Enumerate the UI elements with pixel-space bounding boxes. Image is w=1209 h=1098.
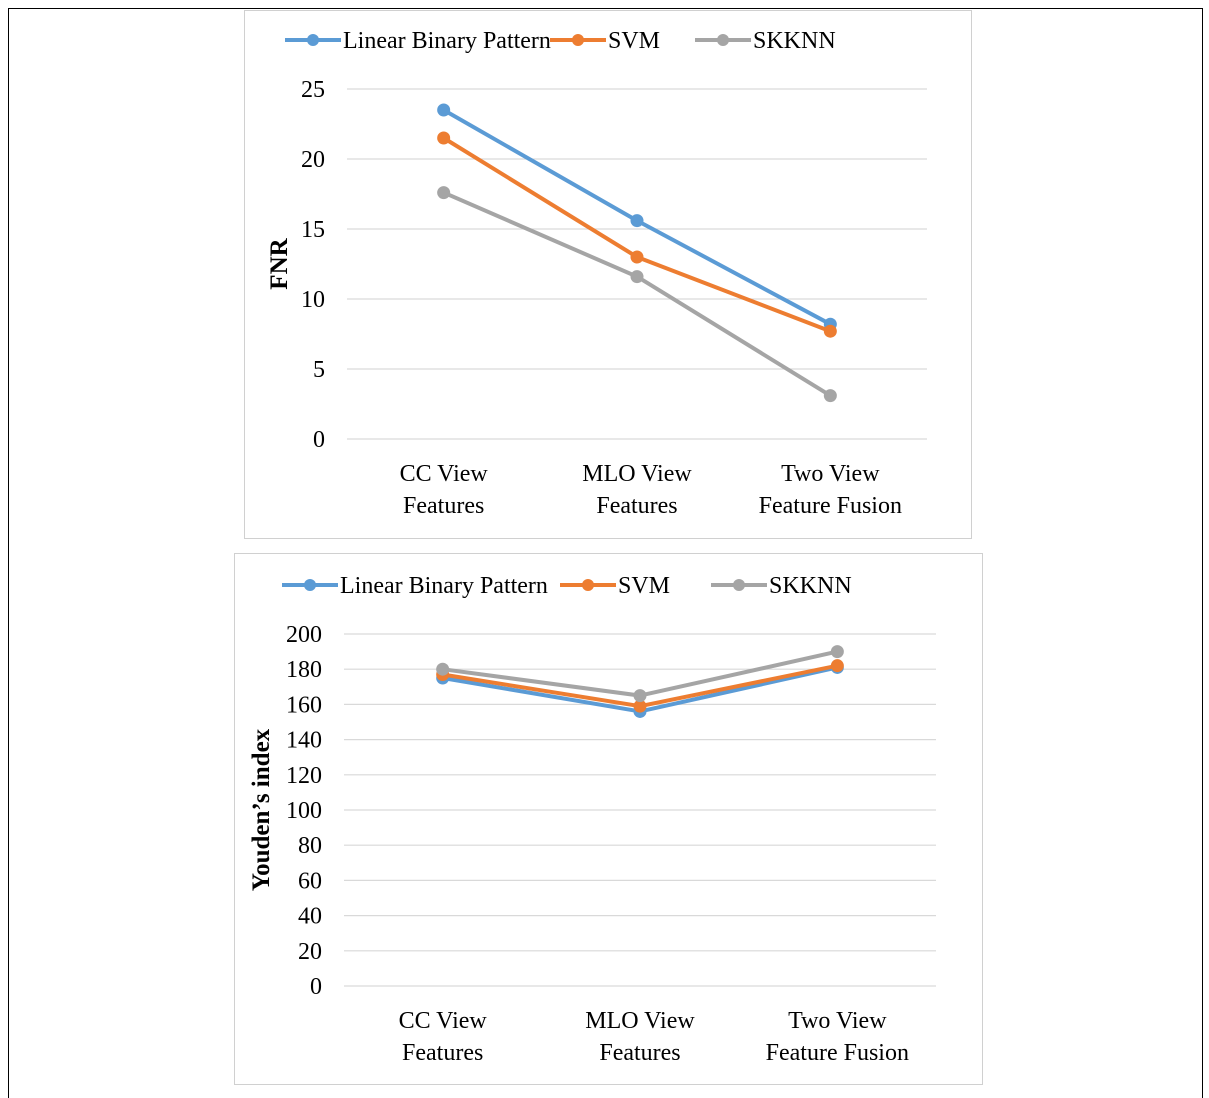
series-linear-binary-pattern (437, 103, 837, 331)
y-tick-label: 25 (301, 77, 325, 103)
data-point (630, 214, 644, 228)
x-tick-label: Two View (788, 1008, 887, 1034)
series-skknn (436, 645, 844, 703)
series-svm (436, 659, 844, 713)
data-point (823, 324, 837, 338)
x-tick-label: CC View (399, 1008, 488, 1034)
page-frame (8, 8, 1203, 1098)
data-point (830, 659, 844, 673)
fnr-chart: Linear Binary Pattern SVM SKKNN 0 5 10 15 20 25 F… (244, 10, 972, 539)
y-tick-label: 5 (313, 357, 325, 383)
y-tick-label: 20 (301, 147, 325, 173)
x-tick-label: Features (599, 1040, 680, 1066)
data-point (436, 662, 450, 676)
x-tick-label: Features (596, 493, 677, 519)
data-point (830, 645, 844, 659)
y-tick-label: 200 (286, 622, 322, 648)
y-axis-label: FNR (266, 237, 293, 289)
data-point (823, 389, 837, 403)
legend-marker (733, 579, 745, 591)
y-axis-label: Youden’s index (248, 728, 275, 891)
legend-marker (307, 34, 319, 46)
x-tick-label: Feature Fusion (759, 493, 902, 519)
fnr-chart-svg: Linear Binary Pattern SVM SKKNN 0 5 10 15 20 25 F… (266, 28, 927, 519)
data-point (630, 250, 644, 264)
y-tick-label: 10 (301, 287, 325, 313)
legend: Linear Binary Pattern SVM SKKNN (282, 573, 852, 599)
legend-marker (717, 34, 729, 46)
x-tick-label: Feature Fusion (766, 1040, 909, 1066)
series-svm (437, 131, 837, 338)
y-tick-label: 120 (286, 763, 322, 789)
legend-label: Linear Binary Pattern (343, 28, 551, 54)
data-point (630, 270, 644, 284)
legend-marker (304, 579, 316, 591)
y-tick-label: 0 (310, 974, 322, 1000)
x-tick-label: Features (403, 493, 484, 519)
x-tick-label: MLO View (582, 461, 692, 487)
y-tick-label: 15 (301, 217, 325, 243)
x-tick-label: MLO View (585, 1008, 695, 1034)
youden-chart: Linear Binary Pattern SVM SKKNN 0 20 40 60 80 10… (234, 553, 983, 1085)
y-tick-label: 140 (286, 728, 322, 754)
data-point (633, 699, 647, 713)
series-line (442, 136, 832, 334)
y-tick-label: 40 (298, 904, 322, 930)
series-skknn (437, 186, 837, 403)
legend-label: SKKNN (753, 28, 836, 54)
youden-chart-svg: Linear Binary Pattern SVM SKKNN 0 20 40 60 80 10… (248, 573, 936, 1066)
data-point (437, 186, 451, 200)
data-point (633, 689, 647, 703)
y-tick-label: 80 (298, 833, 322, 859)
x-tick-label: Features (402, 1040, 483, 1066)
legend-marker (572, 34, 584, 46)
y-tick-label: 100 (286, 798, 322, 824)
y-tick-label: 160 (286, 692, 322, 718)
legend-label: SVM (608, 28, 660, 54)
legend: Linear Binary Pattern SVM SKKNN (285, 28, 836, 54)
y-tick-label: 20 (298, 939, 322, 965)
legend-label: Linear Binary Pattern (340, 573, 548, 599)
legend-label: SKKNN (769, 573, 852, 599)
x-tick-label: Two View (781, 461, 880, 487)
legend-marker (582, 579, 594, 591)
y-tick-label: 180 (286, 657, 322, 683)
y-tick-label: 60 (298, 868, 322, 894)
x-tick-label: CC View (400, 461, 489, 487)
data-point (437, 131, 451, 145)
legend-label: SVM (618, 573, 670, 599)
data-point (437, 103, 451, 117)
y-tick-label: 0 (313, 427, 325, 453)
